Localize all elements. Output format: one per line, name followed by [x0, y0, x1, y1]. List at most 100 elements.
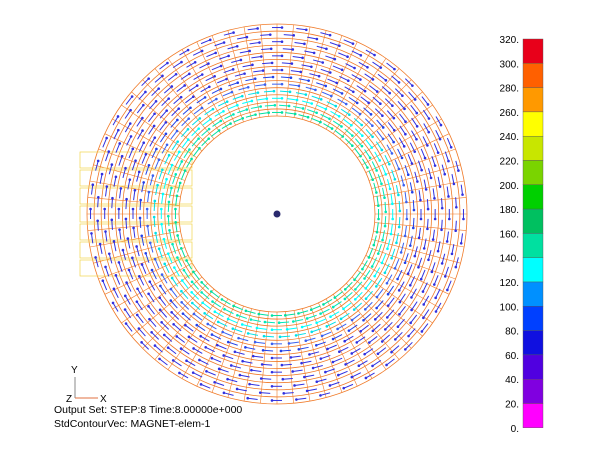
vector-arrow-head: [190, 280, 194, 284]
vector-arrow: [337, 323, 347, 330]
vector-arrow: [423, 179, 427, 190]
vector-arrow: [247, 397, 258, 401]
vector-arrow-head: [402, 183, 406, 187]
vector-arrow: [181, 118, 190, 127]
vector-arrow-head: [424, 188, 428, 191]
vector-arrow: [161, 321, 170, 330]
vector-arrow: [214, 110, 224, 117]
vector-arrow: [399, 113, 406, 122]
vector-arrow: [460, 184, 464, 195]
vector-arrow-head: [232, 304, 235, 308]
mesh-radial-line: [131, 276, 203, 337]
vector-arrow-head: [319, 120, 322, 124]
mesh-radial-line: [293, 310, 311, 402]
legend-label: 220.: [500, 157, 519, 168]
vector-arrow-head: [175, 129, 179, 133]
vector-arrow-head: [353, 66, 356, 70]
vector-arrow-head: [270, 342, 274, 346]
vector-arrow-head: [192, 95, 195, 99]
vector-arrow: [372, 323, 381, 332]
vector-arrow: [136, 171, 140, 182]
vector-arrow-head: [420, 168, 423, 172]
vector-arrow-head: [128, 178, 132, 181]
vector-arrow-head: [166, 214, 170, 218]
vector-arrow-head: [293, 384, 296, 387]
vector-arrow: [233, 117, 243, 123]
vector-arrow-head: [371, 364, 374, 368]
vector-arrow-head: [179, 246, 183, 250]
vector-arrow: [159, 110, 168, 119]
vector-arrow-head: [94, 256, 97, 259]
vector-arrow-head: [170, 186, 173, 190]
vector-arrow: [354, 138, 363, 147]
vector-arrow: [435, 116, 442, 126]
vector-arrow: [337, 98, 347, 105]
vector-arrow-head: [181, 312, 185, 315]
vector-arrow-head: [191, 371, 195, 374]
vector-arrow-head: [350, 123, 353, 127]
vector-arrow-head: [236, 81, 240, 85]
vector-arrow: [250, 319, 261, 322]
legend-label: 180.: [500, 205, 519, 216]
vector-arrow-head: [378, 159, 381, 162]
vector-arrow-head: [415, 111, 419, 115]
vector-arrow: [128, 148, 134, 159]
vector-arrow: [200, 335, 210, 342]
vector-arrow-head: [118, 142, 122, 145]
vector-arrow: [155, 185, 159, 196]
vector-arrow-head: [337, 373, 340, 377]
vector-arrow-head: [271, 75, 275, 79]
vector-arrow: [227, 104, 238, 110]
vector-arrow: [293, 106, 304, 109]
vector-arrow: [105, 231, 108, 242]
vector-arrow-head: [110, 218, 114, 222]
vector-arrow-head: [116, 115, 120, 118]
vector-arrow: [153, 200, 156, 211]
vector-arrow-head: [273, 103, 277, 107]
vector-arrow-head: [152, 124, 156, 128]
vector-arrow-head: [440, 228, 443, 232]
vector-arrow: [155, 232, 159, 243]
vector-arrow: [102, 137, 108, 148]
vector-arrow: [196, 96, 206, 104]
vector-arrow-head: [260, 363, 264, 366]
vector-arrow: [354, 147, 361, 157]
vector-arrow: [365, 49, 375, 56]
vector-arrow: [391, 169, 396, 180]
vector-arrow: [232, 328, 243, 333]
legend-swatch: [522, 403, 544, 428]
vector-arrow: [149, 137, 156, 147]
vector-arrow-head: [364, 287, 368, 290]
vector-arrow-head: [420, 330, 424, 333]
vector-arrow: [306, 388, 317, 392]
vector-arrow: [323, 299, 333, 305]
vector-arrow: [163, 334, 173, 342]
mesh-radial-line: [318, 302, 358, 387]
vector-arrow: [316, 318, 327, 324]
legend-label: 140.: [500, 254, 519, 265]
mesh-block-cell: [79, 259, 193, 277]
vector-arrow: [386, 309, 395, 318]
vector-arrow: [200, 383, 211, 389]
vector-arrow-head: [392, 129, 396, 132]
vector-arrow-head: [280, 82, 284, 86]
vector-arrow: [446, 186, 449, 197]
vector-arrow-head: [385, 363, 388, 367]
vector-arrow-head: [114, 274, 118, 277]
vector-arrow-head: [140, 263, 144, 266]
vector-arrow: [200, 39, 211, 45]
vector-arrow-head: [292, 34, 296, 37]
vector-arrow-head: [413, 98, 417, 101]
color-legend: 320. 300. 280. 260. 240. 220. 200. 180. 160. 140.…: [500, 35, 544, 435]
vector-arrow: [433, 275, 439, 285]
vector-arrow-head: [431, 238, 435, 241]
vector-arrow-head: [336, 327, 339, 331]
vector-arrow-head: [359, 78, 362, 81]
vector-arrow-head: [375, 295, 379, 299]
vector-arrow-head: [89, 207, 92, 211]
vector-arrow: [151, 148, 157, 159]
vector-arrow-head: [427, 117, 431, 120]
vector-arrow: [330, 110, 340, 117]
vector-arrow: [372, 96, 381, 105]
